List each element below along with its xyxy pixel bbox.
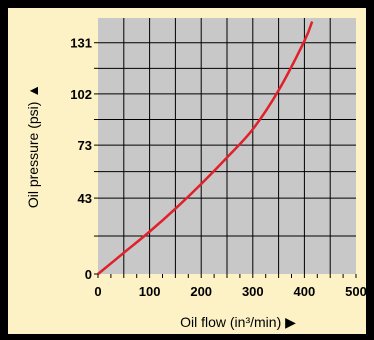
x-tick-label: 200	[190, 284, 212, 299]
x-tick-label: 400	[294, 284, 316, 299]
y-tick-label: 0	[85, 267, 92, 282]
y-tick-labels: 0 43 73 102 131	[70, 36, 92, 282]
x-tick-label: 100	[139, 284, 161, 299]
x-tick-label: 500	[345, 284, 367, 299]
y-tick-label: 131	[70, 36, 92, 51]
x-tick-labels: 0 100 200 300 400 500	[94, 284, 366, 299]
tick-marks	[94, 42, 357, 278]
x-axis-title: Oil flow (in³/min) ▶	[180, 314, 296, 330]
y-axis-title: Oil pressure (psi) ▲	[25, 84, 41, 208]
x-tick-label: 300	[242, 284, 264, 299]
y-tick-label: 73	[78, 138, 92, 153]
grid	[98, 18, 356, 274]
series-line	[97, 21, 314, 275]
y-tick-label: 102	[70, 87, 92, 102]
y-tick-label: 43	[78, 191, 92, 206]
x-tick-label: 0	[94, 284, 101, 299]
